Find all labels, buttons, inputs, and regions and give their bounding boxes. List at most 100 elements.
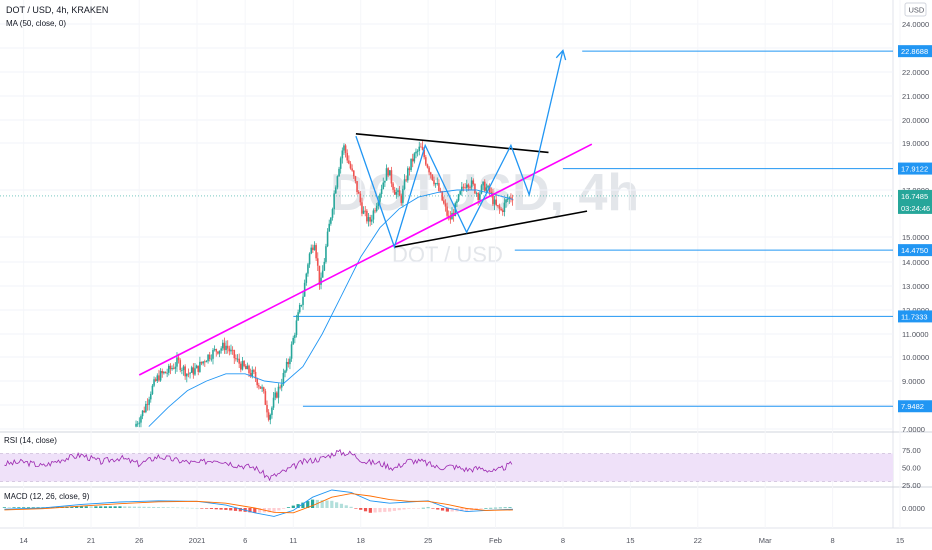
- price-axis[interactable]: 24.000023.000022.000021.000020.000019.00…: [0, 20, 929, 434]
- macd-histogram-bar: [108, 506, 112, 508]
- candle-body: [233, 350, 236, 359]
- candle-body: [407, 168, 409, 181]
- candle-body: [479, 193, 481, 200]
- macd-histogram-bar: [219, 508, 223, 510]
- triangle-lower-line[interactable]: [394, 210, 588, 248]
- level-tag: [898, 45, 932, 58]
- projection-path[interactable]: [355, 50, 564, 250]
- candle-body: [503, 202, 506, 213]
- candle-body: [290, 344, 293, 359]
- candle-body: [204, 361, 206, 363]
- price-tick-label: 15.0000: [902, 233, 929, 242]
- macd-histogram-bar: [156, 507, 161, 508]
- candle-body: [446, 206, 448, 216]
- macd-histogram-bar: [426, 507, 430, 509]
- macd-histogram-bar: [493, 507, 498, 509]
- candle-body: [220, 348, 222, 351]
- candle-body: [325, 246, 327, 262]
- candle-body: [408, 168, 411, 171]
- macd-histogram-bar: [257, 508, 262, 513]
- time-tick-label: 15: [896, 536, 904, 545]
- candle-body: [200, 361, 203, 364]
- candle-body: [258, 385, 260, 387]
- macd-label[interactable]: MACD (12, 26, close, 9): [4, 492, 90, 501]
- price-tick-label: 20.0000: [902, 116, 929, 125]
- level-tag-label: 17.9122: [901, 165, 928, 174]
- candle-body: [490, 192, 493, 194]
- candle-body: [190, 367, 193, 373]
- candle-body: [300, 304, 303, 306]
- time-tick-label: 25: [424, 536, 432, 545]
- triangle-upper-line[interactable]: [355, 133, 549, 154]
- macd-histogram-bar: [214, 508, 218, 510]
- candle-body: [354, 176, 357, 182]
- macd-histogram-bar: [185, 507, 189, 509]
- candle-body: [364, 210, 367, 212]
- candle-body: [138, 422, 141, 424]
- last-price-tag: [898, 189, 932, 214]
- candle-body: [169, 365, 172, 370]
- macd-histogram-bar: [503, 507, 507, 509]
- macd-histogram-bar: [484, 508, 488, 509]
- macd-histogram-bar: [127, 506, 132, 508]
- candle-body: [423, 149, 425, 158]
- level-tag: [898, 310, 932, 323]
- candle-body: [447, 215, 450, 217]
- macd-histogram-bar: [89, 506, 93, 508]
- candle-body: [505, 199, 507, 203]
- macd-histogram-bar: [368, 508, 372, 513]
- trendline[interactable]: [138, 143, 593, 376]
- candle-body: [349, 163, 352, 169]
- macd-histogram-bar: [431, 508, 435, 509]
- rsi-label[interactable]: RSI (14, close): [4, 436, 57, 445]
- macd-histogram-bar: [180, 507, 185, 509]
- macd-histogram-bar: [416, 508, 421, 509]
- candle-body: [497, 205, 499, 206]
- candle-body: [457, 194, 460, 201]
- candle-body: [151, 385, 154, 394]
- rsi-tick-label: 25.00: [902, 481, 921, 490]
- candle-body: [179, 360, 182, 371]
- bar-countdown: 03:24:46: [901, 204, 930, 213]
- price-tick-label: 7.0000: [902, 425, 925, 434]
- candle-body: [382, 182, 385, 189]
- currency-button-label: USD: [909, 6, 925, 15]
- candle-body: [410, 158, 412, 171]
- candle-body: [366, 210, 368, 222]
- candle-body: [177, 357, 180, 361]
- candle-body: [280, 384, 283, 388]
- candle-body: [338, 168, 340, 177]
- macd-histogram-bar: [2, 507, 6, 508]
- candle-body: [279, 386, 281, 388]
- candle-body: [402, 188, 404, 203]
- candle-body: [485, 187, 488, 191]
- macd-histogram-bar: [176, 507, 180, 509]
- candle-body: [334, 187, 337, 194]
- macd-histogram-bar: [161, 507, 165, 508]
- drawings[interactable]: [138, 49, 593, 376]
- candle-body: [264, 391, 267, 405]
- currency-button[interactable]: USD: [904, 2, 927, 17]
- time-axis[interactable]: 14 21 26 2021 6 11 18 25 Feb 8 15 22 Mar 8 15: [19, 0, 904, 545]
- macd-histogram-bar: [233, 508, 238, 511]
- candle-body: [429, 172, 432, 175]
- candle-body: [456, 200, 458, 204]
- price-tick-label: 21.0000: [902, 92, 929, 101]
- horizontal-levels[interactable]: [0, 50, 893, 407]
- candle-body: [434, 183, 437, 185]
- level-tag: [898, 400, 932, 413]
- candle-body: [385, 168, 388, 181]
- candle-body: [269, 414, 272, 420]
- candle-body: [316, 258, 319, 266]
- candle-body: [336, 176, 339, 188]
- last-price-label: 16.7485: [901, 192, 928, 201]
- candle-body: [208, 354, 211, 359]
- candle-body: [276, 392, 278, 398]
- macd-histogram-bar: [373, 508, 377, 513]
- candle-body: [357, 192, 360, 194]
- candle-body: [367, 217, 370, 222]
- time-tick-label: 18: [357, 536, 365, 545]
- ma-indicator-label[interactable]: MA (50, close, 0): [6, 19, 66, 28]
- symbol-title[interactable]: DOT / USD, 4h, KRAKEN: [6, 5, 108, 15]
